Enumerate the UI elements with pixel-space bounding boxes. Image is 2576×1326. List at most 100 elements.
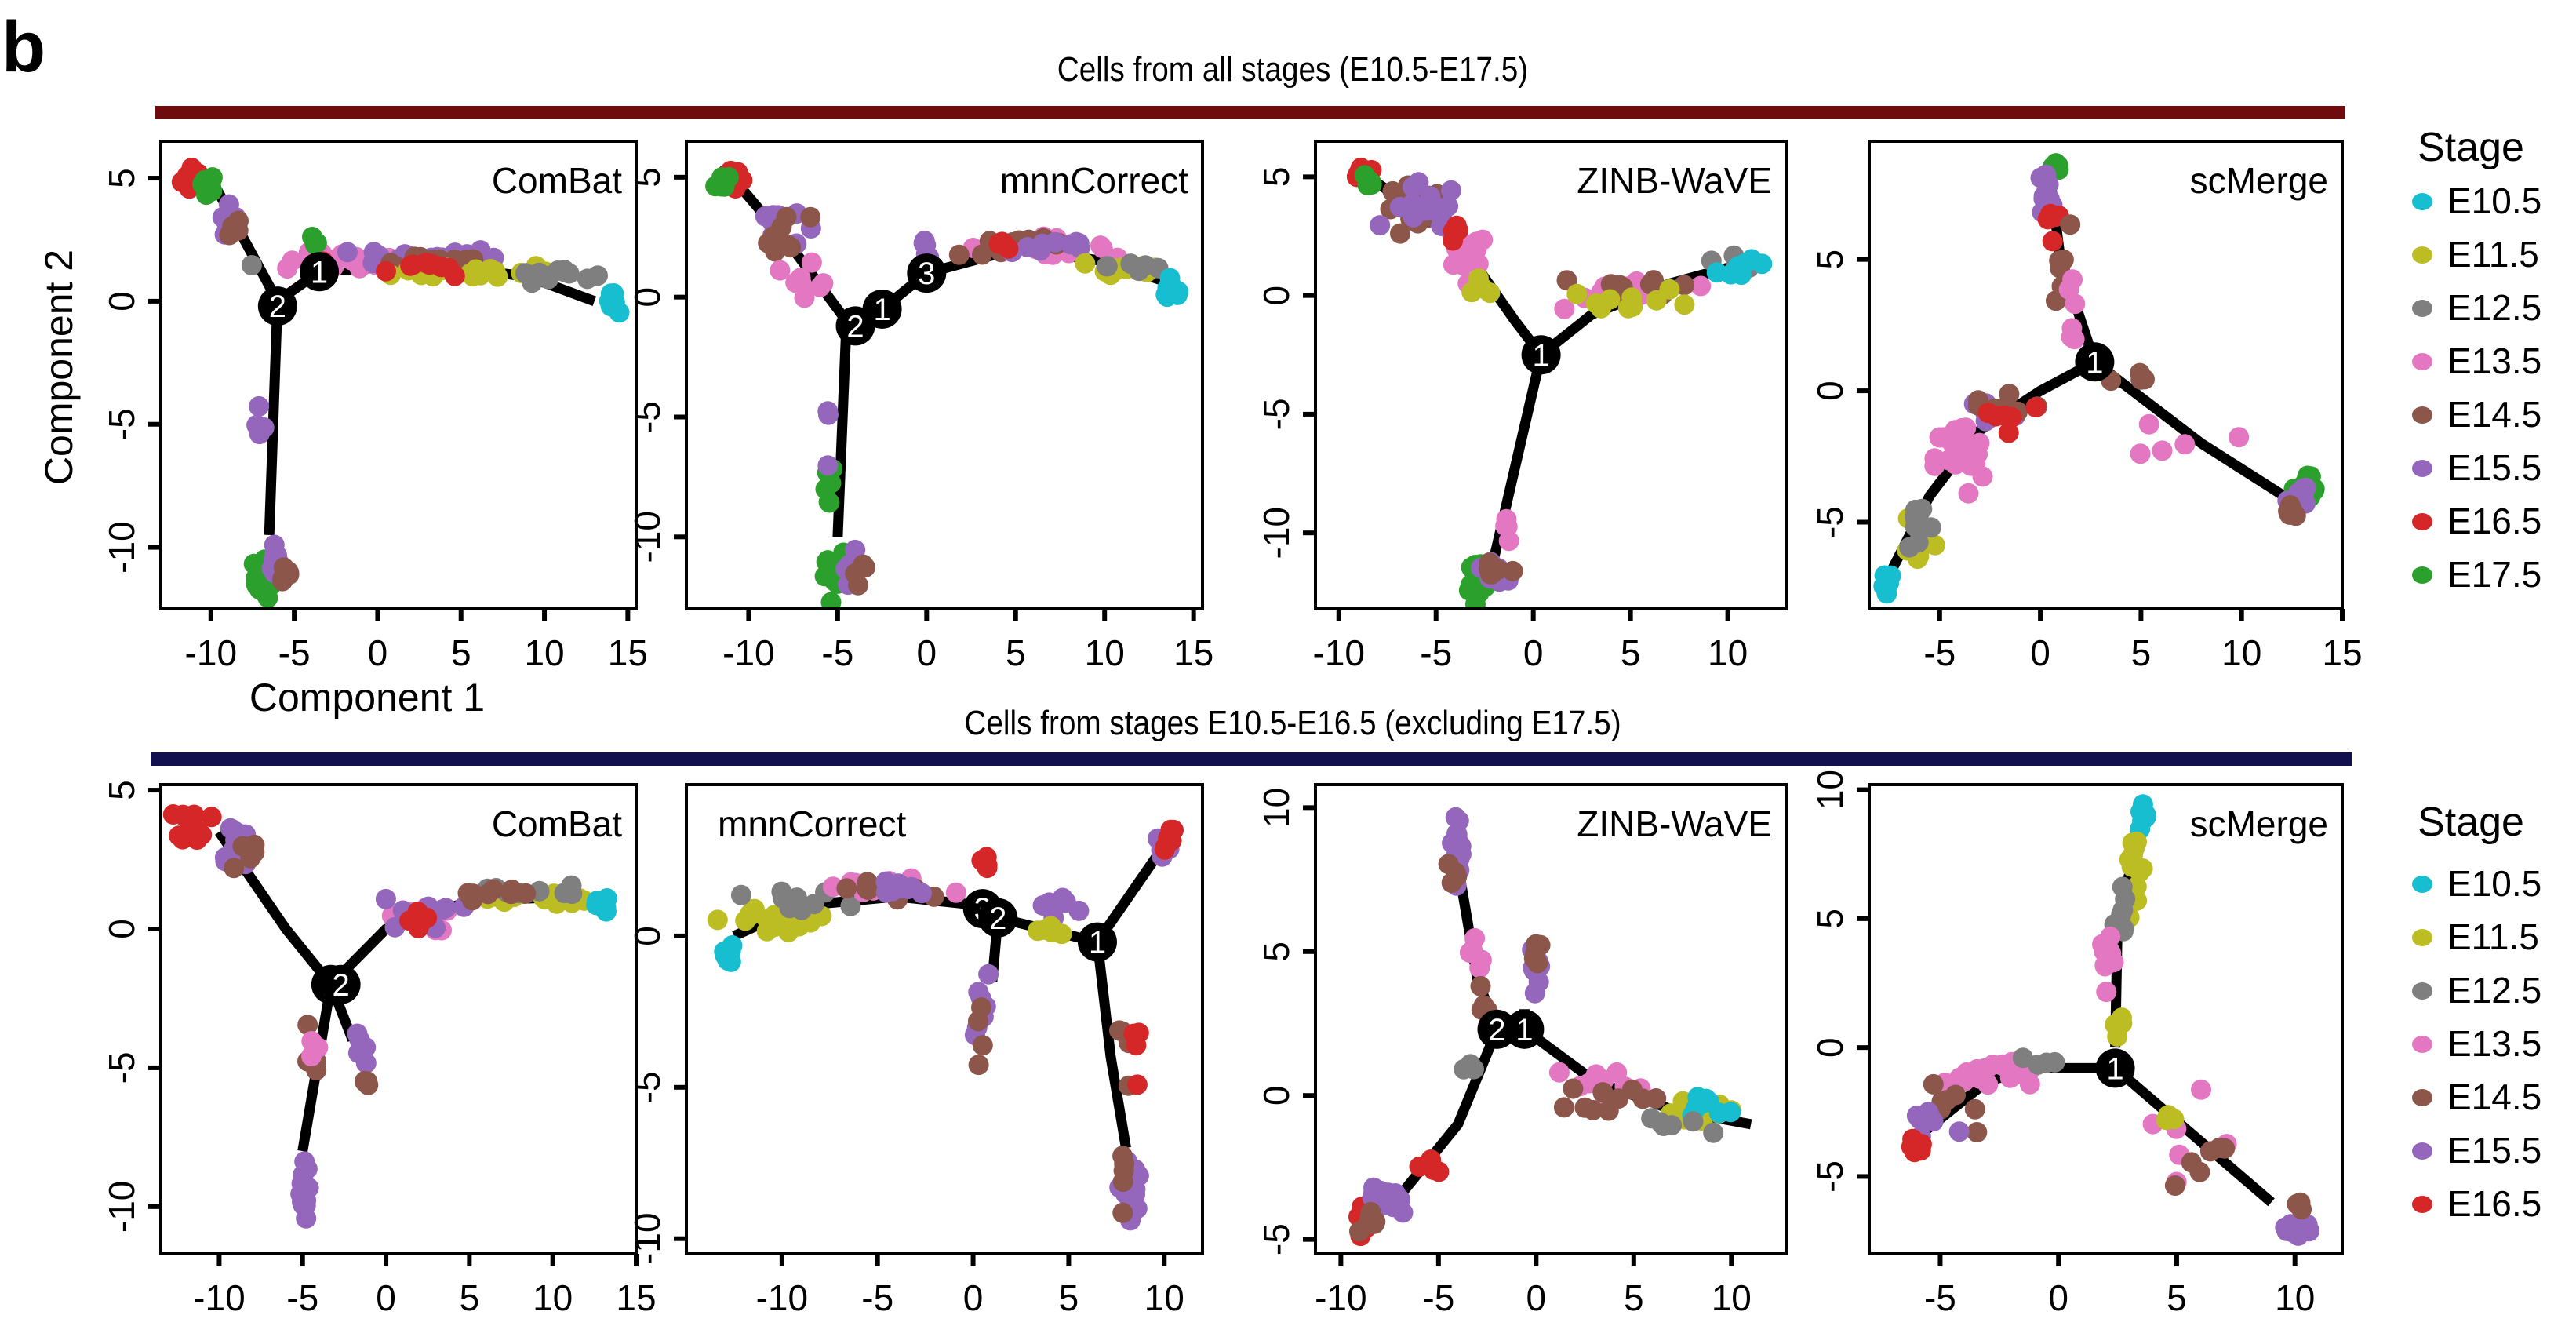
trajectory-branch: [1092, 941, 1131, 1149]
cell-point-e10-5: [1876, 583, 1897, 604]
cell-point-e14-5: [758, 232, 779, 253]
cell-point-e13-5: [1938, 450, 1959, 471]
legend-swatch-e17-5: [2412, 566, 2432, 584]
cell-point-e15-5: [1370, 215, 1391, 236]
cell-point-e16-5: [1123, 1023, 1144, 1044]
cell-point-e14-5: [2130, 369, 2152, 390]
y-tick-label: 0: [1810, 1037, 1850, 1058]
cell-point-e14-5: [463, 883, 484, 905]
cell-point-e12-5: [2112, 876, 2133, 898]
y-tick-label: 5: [1810, 909, 1850, 929]
cell-point-e13-5: [2152, 440, 2173, 461]
cell-point-e11-5: [1646, 290, 1667, 311]
panel-title: ZINB-WaVE: [1577, 160, 1772, 201]
x-tick-label: 0: [376, 1277, 396, 1318]
branch-node-label: 1: [311, 255, 328, 290]
cell-point-e13-5: [277, 258, 298, 279]
y-tick-label: -5: [101, 1051, 142, 1084]
cell-point-e15-5: [298, 1177, 319, 1198]
x-tick-label: -5: [821, 632, 853, 673]
cell-point-e15-5: [1414, 200, 1435, 221]
plot-frame: [1868, 783, 2344, 1255]
plot-frame: [159, 140, 638, 610]
cell-point-e17-5: [820, 592, 842, 609]
cell-point-e13-5: [2003, 1065, 2024, 1086]
x-tick-label: -5: [1924, 1277, 1956, 1318]
cell-point-e10-5: [1691, 1093, 1712, 1114]
x-tick-label: -5: [1422, 1277, 1454, 1318]
legend-label: E16.5: [2447, 501, 2541, 541]
x-tick-label: 15: [2322, 632, 2362, 673]
plot-frame: [1314, 783, 1788, 1255]
cell-point-e16-5: [1977, 403, 1999, 424]
cell-point-e14-5: [1923, 1073, 1944, 1095]
cell-point-e16-5: [2001, 406, 2022, 428]
cell-point-e13-5: [791, 274, 812, 294]
trajectory-branch: [2112, 1064, 2275, 1207]
cell-point-e13-5: [1496, 508, 1517, 530]
cell-point-e11-5: [470, 264, 491, 286]
cell-point-e16-5: [976, 847, 997, 868]
cell-point-e13-5: [1548, 1062, 1570, 1083]
cell-point-e15-5: [1362, 1187, 1383, 1208]
branch-node: [2075, 342, 2115, 382]
cell-point-e13-5: [301, 1046, 322, 1066]
x-tick-label: 15: [608, 632, 648, 673]
cell-point-e14-5: [948, 244, 970, 265]
legend-label: E11.5: [2447, 916, 2539, 957]
cell-point-e14-5: [1523, 948, 1545, 969]
cell-point-e14-5: [1582, 1099, 1603, 1120]
legend-label: E13.5: [2447, 341, 2541, 381]
legend-swatch-e13-5: [2412, 1036, 2432, 1053]
panel-title: scMerge: [2190, 803, 2328, 844]
cell-point-e15-5: [2276, 1218, 2298, 1239]
legend-swatch-e16-5: [2412, 1196, 2432, 1213]
legend-swatch-e15-5: [2412, 460, 2432, 477]
x-tick-label: 5: [2131, 632, 2152, 673]
y-tick-label: 0: [101, 291, 142, 311]
legend-swatch-e12-5: [2412, 982, 2432, 1000]
cell-point-e15-5: [1449, 832, 1470, 854]
x-tick-label: 5: [460, 1277, 480, 1318]
cell-point-e16-5: [162, 804, 184, 825]
y-tick-label: -5: [627, 401, 668, 433]
cell-point-e14-5: [1502, 560, 1523, 581]
x-tick-label: 10: [1085, 632, 1125, 673]
cell-point-e14-5: [836, 878, 857, 899]
legend-label: E15.5: [2447, 447, 2541, 488]
cell-point-e15-5: [435, 898, 457, 919]
cell-point-e12-5: [1683, 1111, 1704, 1132]
legend-title: Stage: [2418, 125, 2524, 170]
cell-point-e16-5: [191, 824, 213, 845]
y-tick-label: 0: [1256, 286, 1297, 306]
cell-point-e10-5: [1706, 262, 1727, 283]
y-tick-label: -5: [1810, 506, 1850, 538]
cell-point-e14-5: [1445, 862, 1466, 883]
cell-point-e15-5: [911, 883, 932, 904]
cell-point-e12-5: [1120, 253, 1141, 275]
cell-point-e14-5: [1937, 1090, 1958, 1111]
stage-legend-excl-e17: Stage E10.5 E11.5 E12.5 E13.5 E14.5 E15.5 E16.5: [2412, 800, 2541, 1224]
cell-point-e11-5: [1461, 282, 1483, 303]
cell-point-e16-5: [1998, 422, 2019, 443]
cell-point-e14-5: [972, 1035, 993, 1056]
x-tick-label: 5: [1624, 1277, 1644, 1318]
y-tick-label: 10: [1256, 788, 1297, 828]
y-tick-label: 5: [1256, 167, 1297, 188]
plot-frame: [685, 783, 1204, 1255]
section-bar-all-stages: [155, 106, 2345, 119]
cell-point-e14-5: [1563, 1078, 1584, 1099]
cell-point-e13-5: [2174, 434, 2196, 455]
cell-point-e10-5: [2132, 811, 2153, 832]
x-tick-label: 5: [451, 632, 471, 673]
x-tick-label: -5: [286, 1277, 318, 1318]
cell-point-e16-5: [1126, 1074, 1148, 1095]
cell-point-e15-5: [1378, 1188, 1399, 1209]
x-tick-label: 0: [917, 632, 937, 673]
cell-point-e14-5: [2189, 1161, 2210, 1182]
x-tick-label: -10: [1313, 632, 1365, 673]
cell-point-e12-5: [561, 875, 582, 896]
cell-point-e15-5: [1438, 195, 1459, 217]
